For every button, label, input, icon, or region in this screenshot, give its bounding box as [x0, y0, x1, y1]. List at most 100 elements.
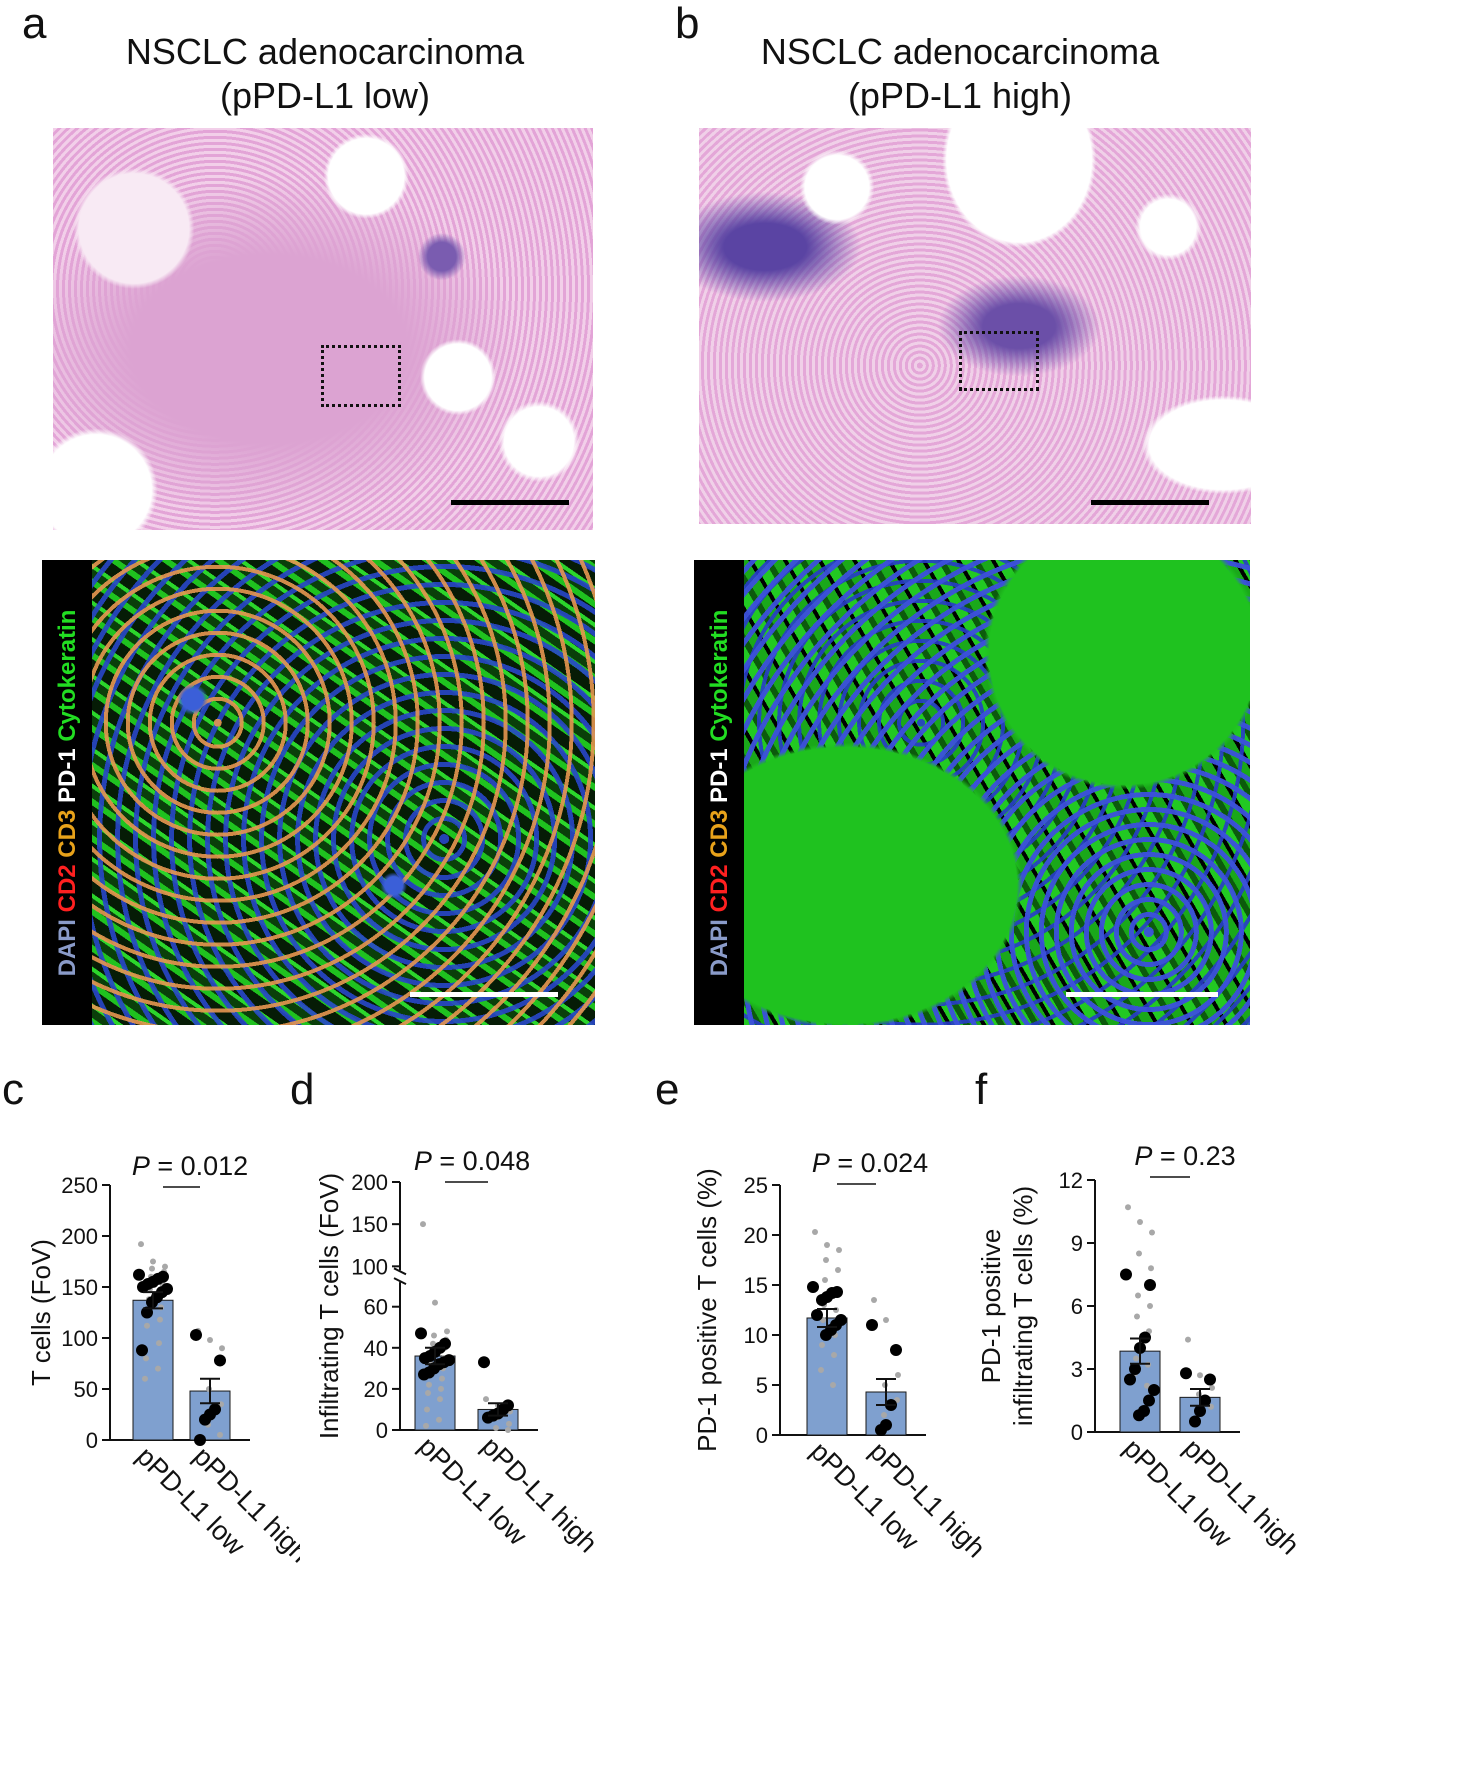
data-point-gray [426, 1381, 432, 1388]
he-image-a [53, 128, 593, 530]
y-tick-label: 12 [1059, 1168, 1083, 1193]
data-point-black [1194, 1405, 1206, 1417]
panel-letter-b: b [675, 0, 700, 48]
if-image-a [92, 560, 595, 1025]
bar-low [806, 1317, 848, 1436]
y-tick-label: 150 [351, 1212, 388, 1237]
if-legend-a: DAPI CD2 CD3 PD-1 Cytokeratin [42, 560, 94, 1025]
data-point-black [875, 1424, 887, 1436]
y-tick-label: 5 [756, 1373, 768, 1398]
y-tick-label: 10 [744, 1323, 768, 1348]
data-point-black [1204, 1373, 1216, 1386]
legend-cd3: CD3 [706, 809, 733, 858]
p-value-number: = 0.024 [830, 1148, 928, 1178]
data-point-black [214, 1354, 226, 1367]
data-point-black [1139, 1331, 1151, 1344]
data-point-gray [1209, 1384, 1215, 1391]
panel-a-title-line2: (pPD-L1 low) [219, 75, 431, 116]
y-tick-label: 6 [1071, 1294, 1083, 1319]
data-point-gray [1145, 1361, 1151, 1368]
data-point-gray [883, 1317, 889, 1323]
if-image-b [744, 560, 1250, 1025]
y-tick-label: 25 [744, 1173, 768, 1198]
data-point-gray [430, 1340, 436, 1347]
data-point-gray [150, 1258, 156, 1265]
data-point-gray [217, 1431, 223, 1438]
legend-pd1: PD-1 [706, 747, 733, 803]
p-value-number: = 0.012 [150, 1151, 248, 1181]
data-point-gray [438, 1385, 444, 1392]
data-point-black [890, 1344, 902, 1356]
data-point-gray [162, 1263, 168, 1270]
data-point-black [811, 1309, 823, 1321]
data-point-gray [424, 1406, 430, 1413]
data-point-black [137, 1281, 149, 1293]
y-axis-label: PD-1 positive T cells (%) [692, 1168, 722, 1452]
bar-low [132, 1299, 174, 1441]
data-point-gray [830, 1382, 836, 1388]
p-value: P = 0.048 [414, 1146, 530, 1176]
data-point-gray [493, 1424, 499, 1431]
legend-pd1: PD-1 [54, 747, 81, 803]
data-point-gray [881, 1412, 887, 1418]
data-point-gray [156, 1340, 162, 1347]
data-point-gray [155, 1365, 161, 1372]
panel-b-title-line2: (pPD-L1 high) [847, 75, 1073, 116]
data-point-black [419, 1352, 431, 1365]
panel-letter-a: a [22, 0, 47, 48]
data-point-gray [895, 1372, 901, 1378]
data-point-gray [1133, 1355, 1139, 1362]
panel-letter-f: f [975, 1065, 988, 1114]
data-point-gray [1125, 1204, 1131, 1211]
data-point-black [482, 1411, 494, 1424]
data-point-gray [871, 1297, 877, 1303]
data-point-black [1143, 1394, 1155, 1407]
p-value: P = 0.024 [812, 1148, 928, 1178]
axis-break-mark [393, 1277, 407, 1286]
legend-cd3: CD3 [54, 809, 81, 858]
y-tick-label: 50 [74, 1377, 98, 1402]
y-tick-label: 20 [364, 1377, 388, 1402]
data-point-gray [1144, 1382, 1150, 1389]
data-point-gray [483, 1396, 489, 1403]
y-tick-label: 40 [364, 1336, 388, 1361]
data-point-black [866, 1319, 878, 1331]
data-point-black [199, 1413, 211, 1426]
y-tick-label: 60 [364, 1295, 388, 1320]
data-point-black [478, 1356, 490, 1369]
y-tick-label: 200 [351, 1170, 388, 1195]
y-tick-label: 100 [61, 1326, 98, 1351]
data-point-gray [831, 1352, 837, 1358]
data-point-black [1148, 1384, 1160, 1396]
scale-bar-if-b [1066, 992, 1218, 997]
data-point-black [1180, 1367, 1192, 1380]
panel-a-title: NSCLC adenocarcinoma (pPD-L1 low) [60, 30, 590, 118]
p-value-symbol: P [812, 1148, 830, 1178]
p-value-number: = 0.23 [1152, 1141, 1235, 1171]
data-point-gray [157, 1316, 163, 1323]
y-tick-label: 200 [61, 1224, 98, 1249]
y-tick-label: 0 [1071, 1420, 1083, 1445]
if-legend-b: DAPI CD2 CD3 PD-1 Cytokeratin [694, 560, 746, 1025]
data-point-gray [143, 1355, 149, 1362]
data-point-gray [138, 1241, 144, 1248]
y-tick-label: 15 [744, 1273, 768, 1298]
data-point-gray [1149, 1229, 1155, 1236]
roi-box-b [959, 331, 1039, 391]
data-point-gray [1147, 1303, 1153, 1309]
data-point-black [820, 1329, 832, 1341]
data-point-gray [144, 1322, 150, 1329]
data-point-gray [822, 1277, 828, 1283]
data-point-gray [142, 1375, 148, 1382]
y-tick-label: 20 [744, 1223, 768, 1248]
panel-b-title: NSCLC adenocarcinoma (pPD-L1 high) [695, 30, 1225, 118]
y-axis-label: Infiltrating T cells (FoV) [314, 1173, 344, 1439]
data-point-black [136, 1344, 148, 1357]
y-tick-label: 250 [61, 1173, 98, 1198]
chart-d: 0 20 40 60 100 150 200 Infiltrating T cells (Fo… [314, 1146, 603, 1558]
data-point-gray [439, 1375, 445, 1382]
data-point-gray [425, 1390, 431, 1397]
data-point-gray [436, 1416, 442, 1423]
data-point-gray [158, 1304, 164, 1311]
